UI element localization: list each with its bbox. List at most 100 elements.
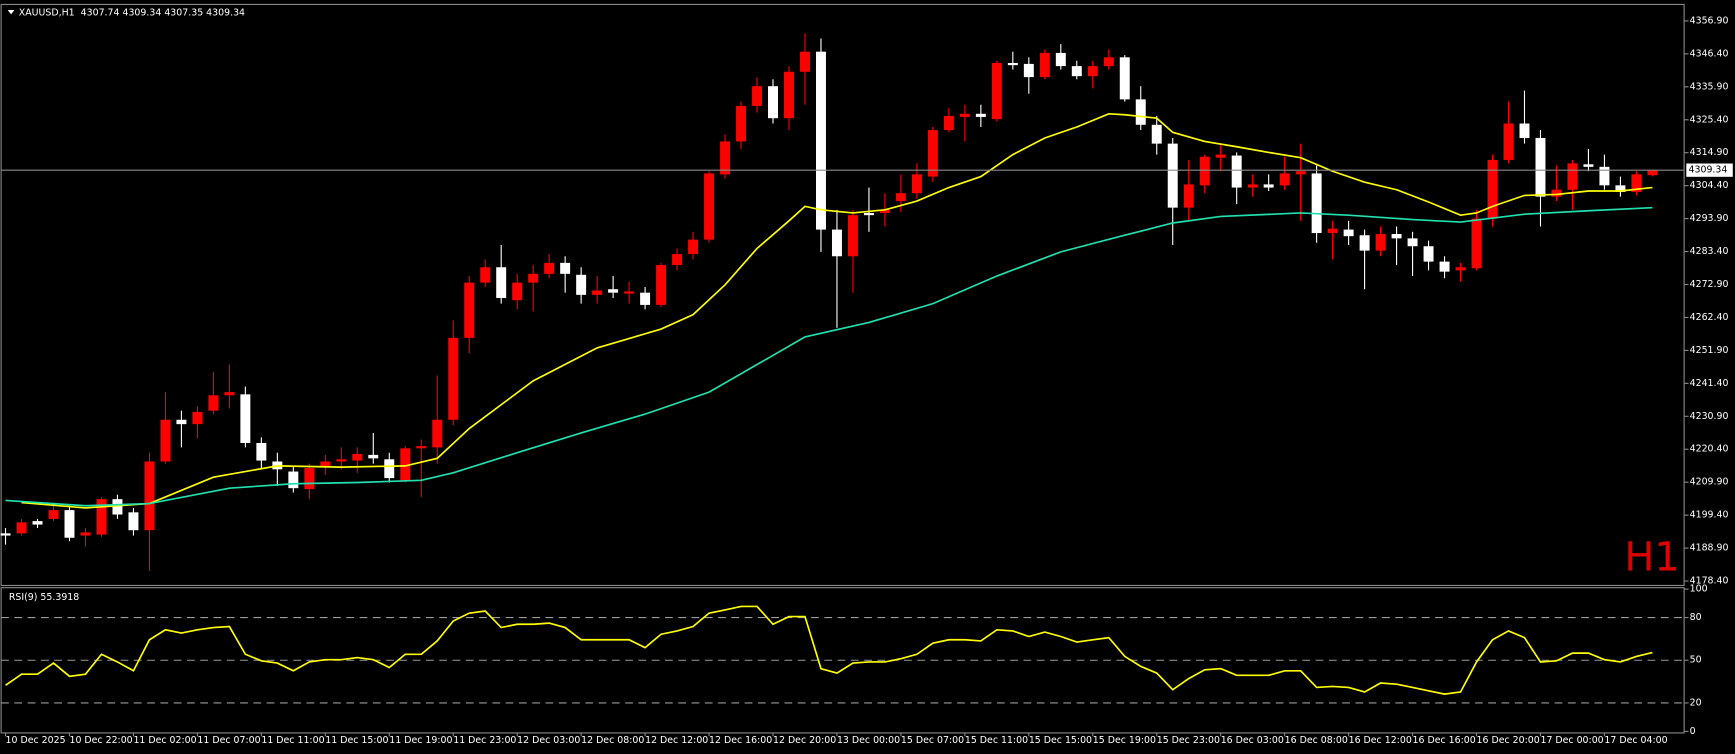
candle-body [528,273,539,283]
candle-body [1567,163,1578,190]
candle-body [512,282,523,301]
candle-body [352,453,363,461]
rsi-line [5,605,1653,695]
x-tick-label: 12 Dec 16:00 [709,735,772,746]
candle-body [1391,233,1402,239]
chart-title: XAUUSD,H1 4307.74 4309.34 4307.35 4309.3… [19,7,245,18]
candle-body [1583,164,1594,167]
candle-body [1199,156,1210,186]
candle-body [1039,52,1050,78]
x-tick-label: 15 Dec 19:00 [1093,735,1156,746]
candle-body [464,282,475,338]
candle-body [240,394,251,443]
x-tick-label: 17 Dec 04:00 [1604,735,1667,746]
candle-body [48,510,59,519]
y-tick-label: 4293.90 [1690,213,1729,224]
main-panel [0,3,1685,587]
y-tick-label: 4188.90 [1690,543,1729,554]
y-tick-label: 100 [1690,584,1708,595]
candle-body [1103,57,1114,67]
candle-body [1087,66,1098,77]
candle-body [688,239,699,255]
candle-body [1055,52,1066,67]
x-tick-label: 16 Dec 08:00 [1285,735,1348,746]
candle-body [544,262,555,274]
candle-body [336,459,347,462]
candle-body [1471,218,1482,269]
candle-body [1231,155,1242,188]
candle-body [192,411,203,425]
candle-body [96,499,107,535]
y-tick-label: 4272.90 [1690,279,1729,290]
x-tick-label: 12 Dec 03:00 [517,735,580,746]
candle-body [160,419,171,462]
candle-body [831,229,842,257]
candle-body [1295,171,1306,175]
candle-body [256,442,267,461]
y-tick-label: 4199.40 [1690,510,1729,521]
candle-body [16,522,27,534]
candle-body [304,468,315,490]
x-tick-label: 10 Dec 22:00 [69,735,132,746]
x-tick-label: 11 Dec 02:00 [133,735,196,746]
x-tick-label: 11 Dec 19:00 [389,735,452,746]
candle-body [1455,267,1466,271]
candle-body [815,51,826,230]
candle-body [448,337,459,420]
candle-body [1071,66,1082,77]
x-tick-label: 11 Dec 07:00 [197,735,260,746]
candle-body [288,471,299,489]
x-tick-label: 15 Dec 23:00 [1157,735,1220,746]
candle-body [416,446,427,449]
y-tick-label: 4283.40 [1690,246,1729,257]
candle-body [144,461,155,531]
candle-body [592,290,603,295]
y-tick-label: 4304.40 [1690,180,1729,191]
x-tick-label: 15 Dec 11:00 [965,735,1028,746]
y-tick-label: 20 [1690,697,1702,708]
moving-average [21,112,1653,509]
candle-body [1423,246,1434,262]
candle-body [560,262,571,274]
x-tick-label: 15 Dec 15:00 [1029,735,1092,746]
candle-body [1279,173,1290,186]
x-tick-label: 11 Dec 15:00 [325,735,388,746]
x-tick-label: 16 Dec 12:00 [1349,735,1412,746]
candle-body [1167,143,1178,208]
candle-body [112,499,123,515]
x-tick-label: 13 Dec 00:00 [837,735,900,746]
menu-arrow[interactable] [7,9,15,15]
candle-body [1439,261,1450,272]
x-tick-label: 16 Dec 03:00 [1221,735,1284,746]
y-tick-label: 4241.40 [1690,378,1729,389]
candle-body [975,113,986,117]
candle-body [80,532,91,536]
candle-body [943,116,954,131]
candle-body [480,267,491,283]
candle-body [1343,229,1354,237]
candle-body [432,419,443,448]
candle-body [64,510,75,538]
candle-body [320,461,331,466]
candle-body [1631,174,1642,192]
y-tick-label: 50 [1690,655,1702,666]
candle-body [911,174,922,194]
candle-body [1375,233,1386,251]
candle-body [1183,184,1194,208]
x-tick-label: 10 Dec 2025 [6,735,66,746]
candle-body [1519,123,1530,138]
x-tick-label: 17 Dec 00:00 [1540,735,1603,746]
y-tick-label: 4251.90 [1690,345,1729,356]
price-label: 4309.34 [1689,165,1728,176]
candle-body [656,265,667,305]
candle-body [176,419,187,425]
candle-body [400,448,411,481]
candle-body [1647,170,1658,176]
candle-body [704,173,715,240]
candle-body [784,71,794,119]
candle-body [847,215,858,257]
candle-body [895,193,906,202]
y-tick-label: 4262.40 [1690,312,1729,323]
